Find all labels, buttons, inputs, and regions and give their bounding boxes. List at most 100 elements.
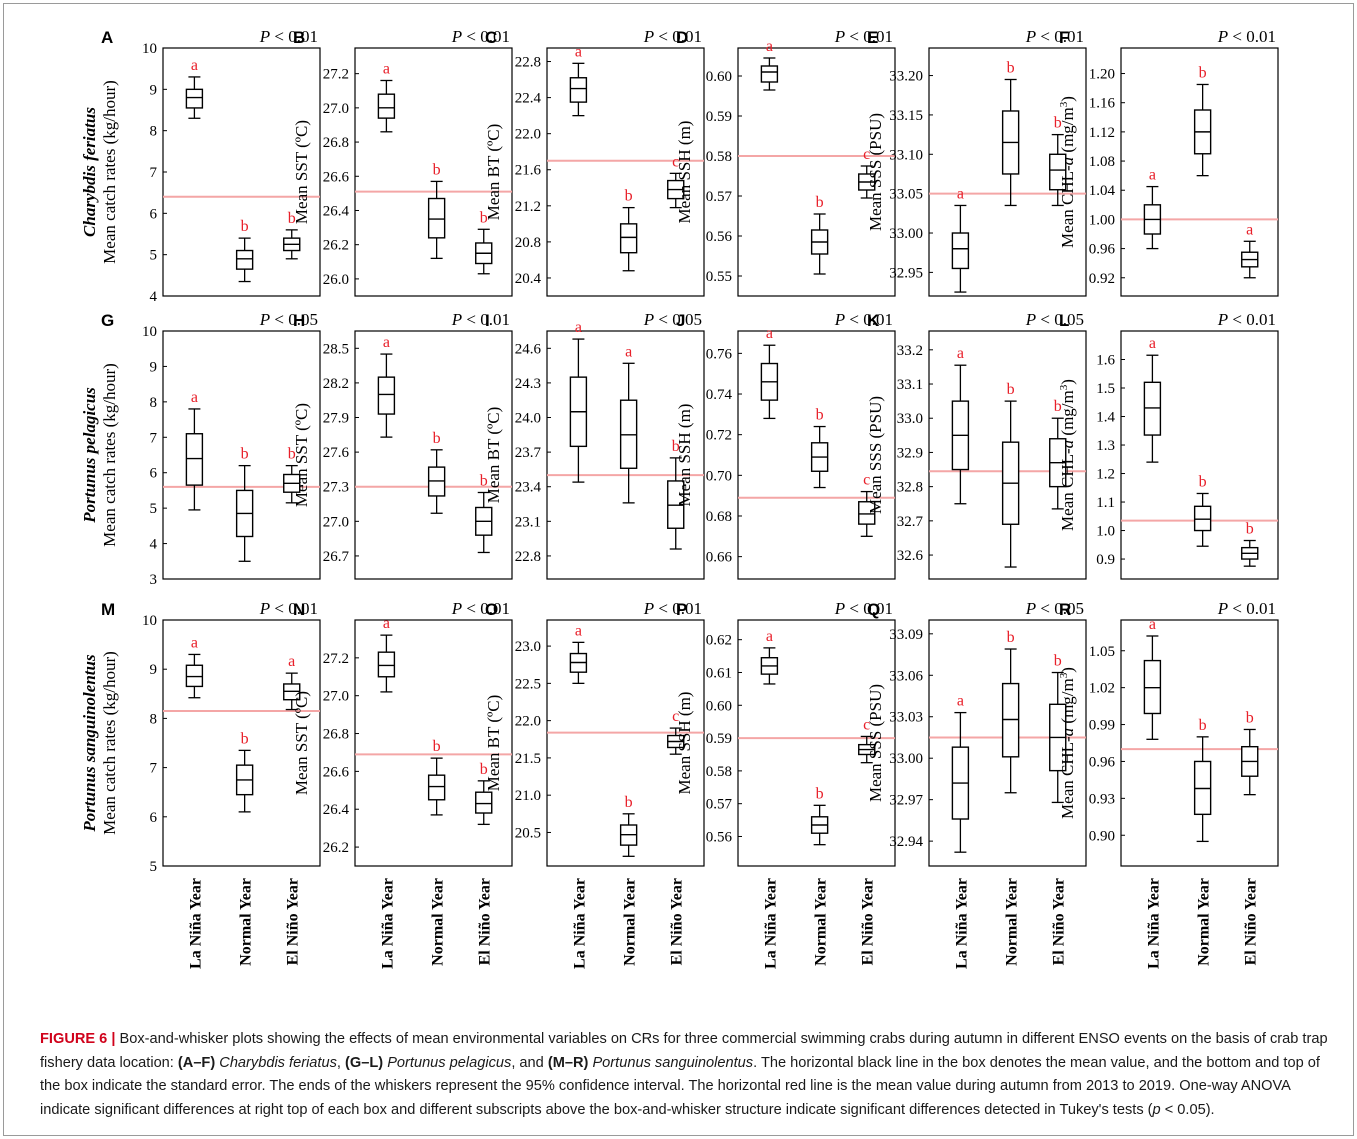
p-value-symbol: P [1217, 599, 1228, 618]
panel-frame [928, 330, 1087, 580]
y-axis-label-text: Mean CHL- [1058, 448, 1077, 531]
y-axis-label: Mean SSH (m) [675, 404, 694, 507]
figure-label: FIGURE 6 | [40, 1031, 116, 1047]
x-category-label: La Niña Year [953, 878, 970, 969]
panel-letter: D [676, 28, 688, 47]
box-3: a [1241, 221, 1259, 279]
panel-letter: L [1059, 311, 1069, 330]
panel-letter: R [1059, 600, 1071, 619]
p-value-threshold: < 0.01 [654, 27, 702, 46]
x-category-label: Normal Year [430, 878, 447, 966]
y-tick-label: 27.2 [323, 651, 349, 667]
panel-o: O P < 0.01 20.5 21.0 21.5 22.0 22.5 23.0 Mean BT… [484, 599, 705, 969]
y-tick-label: 1.4 [1096, 410, 1115, 426]
box-body [185, 88, 204, 109]
box-1: a [1143, 616, 1162, 740]
tukey-letter: a [766, 325, 773, 342]
y-tick-label: 5 [150, 248, 158, 264]
box-3: b [1241, 709, 1259, 796]
tukey-letter: a [957, 345, 964, 362]
box-3: c [667, 153, 685, 209]
p-value-symbol: P [259, 310, 270, 329]
box-body [185, 664, 204, 688]
y-tick-label: 27.9 [323, 411, 349, 427]
y-tick-label: 0.90 [1089, 828, 1115, 844]
box-2: b [810, 785, 829, 846]
p-value-threshold: < 0.01 [270, 599, 318, 618]
box-plot-grid: A P < 0.01 4 5 6 7 8 9 10 Mean catch rates (kg/ho… [80, 27, 1279, 969]
tukey-letter: b [816, 785, 824, 802]
box-body [619, 223, 638, 254]
y-tick-label: 4 [150, 289, 158, 305]
y-tick-label: 1.16 [1089, 96, 1116, 112]
y-tick-label: 0.60 [706, 698, 732, 714]
box-1: a [951, 345, 970, 505]
y-tick-label: 21.6 [515, 163, 542, 179]
box-1: a [1143, 167, 1162, 250]
panel-r: R P < 0.01 0.90 0.93 0.96 0.99 1.02 1.05 Mean CH… [1058, 599, 1279, 969]
caption-species-3: Portunus sanguinolentus [592, 1054, 754, 1071]
panel-a: A P < 0.01 4 5 6 7 8 9 10 Mean catch rates (kg/ho… [80, 27, 321, 305]
y-tick-label: 10 [142, 41, 157, 57]
y-tick-label: 1.04 [1089, 183, 1116, 199]
box-3: b [475, 472, 493, 554]
y-tick-label: 3 [150, 572, 158, 588]
species-label: Portunus pelagicus [80, 387, 99, 524]
panel-d: D P < 0.01 0.55 0.56 0.57 0.58 0.59 0.60 Mean SS… [675, 27, 896, 297]
y-tick-label: 26.8 [323, 727, 349, 743]
x-category-label: Normal Year [238, 878, 255, 966]
figure-frame [3, 3, 1354, 1136]
y-axis-label-italic: a [1058, 157, 1077, 166]
y-tick-label: 26.4 [323, 802, 350, 818]
tukey-letter: a [383, 334, 390, 351]
p-value-symbol: P [1025, 310, 1036, 329]
y-tick-label: 0.56 [706, 829, 733, 845]
tukey-letter: a [575, 622, 582, 639]
x-category-label: La Niña Year [762, 878, 779, 969]
box-body [475, 791, 493, 814]
tukey-letter: a [288, 653, 295, 670]
y-tick-label: 33.03 [889, 710, 923, 726]
y-axis-label: Mean SSH (m) [675, 121, 694, 224]
tukey-letter: c [672, 153, 679, 170]
p-value-symbol: P [259, 27, 270, 46]
x-category-label: Normal Year [813, 878, 830, 966]
p-value: P < 0.01 [1025, 27, 1084, 46]
y-tick-label: 6 [150, 466, 158, 482]
box-body [1143, 381, 1162, 436]
x-category-label: El Niño Year [285, 878, 302, 965]
y-tick-label: 0.61 [706, 665, 732, 681]
box-1: a [569, 43, 588, 117]
tukey-letter: b [625, 794, 633, 811]
tukey-letter: a [191, 57, 198, 74]
y-tick-label: 1.05 [1089, 644, 1115, 660]
panel-frame [546, 330, 705, 580]
panel-frame [162, 619, 321, 867]
y-axis-label-close: ) [1058, 667, 1077, 673]
tukey-letter: a [957, 693, 964, 710]
panel-b: B P < 0.01 26.0 26.2 26.4 26.6 26.8 27.0 27.2 Mea… [292, 27, 513, 297]
y-tick-label: 20.4 [515, 271, 542, 287]
tukey-letter: b [288, 446, 296, 463]
p-value-symbol: P [451, 310, 462, 329]
y-tick-label: 0.59 [706, 731, 732, 747]
box-body [1193, 505, 1212, 532]
box-3: b [283, 446, 301, 504]
x-category-label: La Niña Year [1145, 878, 1162, 969]
y-tick-label: 6 [150, 810, 158, 826]
panel-frame [354, 47, 513, 297]
panel-letter: F [1059, 28, 1069, 47]
tukey-letter: c [672, 708, 679, 725]
y-tick-label: 0.68 [706, 509, 732, 525]
box-2: b [1001, 629, 1020, 794]
y-tick-label: 26.8 [323, 135, 349, 151]
p-value-threshold: < 0.01 [462, 599, 510, 618]
tukey-letter: b [1246, 521, 1254, 538]
y-tick-label: 23.0 [515, 639, 541, 655]
p-value-symbol: P [834, 27, 845, 46]
y-tick-label: 22.8 [515, 55, 541, 71]
y-tick-label: 0.57 [706, 797, 733, 813]
box-body [1049, 153, 1067, 191]
y-tick-label: 0.55 [706, 269, 732, 285]
